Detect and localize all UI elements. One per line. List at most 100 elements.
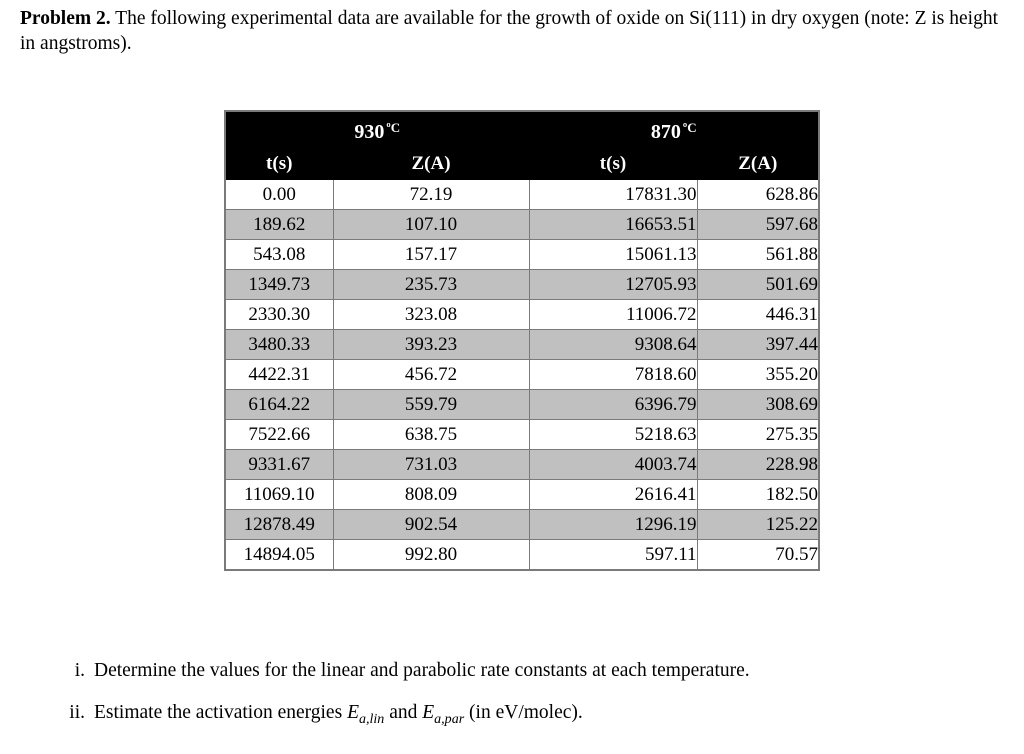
table-row: 3480.33 393.23 9308.64 397.44 (224, 328, 820, 360)
table-row: 0.00 72.19 17831.30 628.86 (224, 178, 820, 210)
cell-t-930: 4422.31 (224, 358, 334, 390)
cell-t-870: 11006.72 (528, 298, 698, 330)
table-row: 12878.49 902.54 1296.19 125.22 (224, 508, 820, 540)
cell-z-870: 275.35 (696, 418, 820, 450)
cell-t-930: 9331.67 (224, 448, 334, 480)
cell-t-870: 15061.13 (528, 238, 698, 270)
cell-t-930: 12878.49 (224, 508, 334, 540)
cell-t-870: 9308.64 (528, 328, 698, 360)
cell-z-930: 808.09 (332, 478, 530, 510)
cell-z-930: 393.23 (332, 328, 530, 360)
cell-z-870: 501.69 (696, 268, 820, 300)
cell-z-930: 456.72 (332, 358, 530, 390)
cell-z-930: 902.54 (332, 508, 530, 540)
math-symbol: Ea,par (422, 702, 464, 727)
column-header-t-870: t(s) (528, 147, 698, 180)
table-row: 9331.67 731.03 4003.74 228.98 (224, 448, 820, 480)
cell-z-870: 561.88 (696, 238, 820, 270)
table-row: 2330.30 323.08 11006.72 446.31 (224, 298, 820, 330)
problem-statement: Problem 2. The following experimental da… (20, 6, 1010, 56)
cell-z-870: 446.31 (696, 298, 820, 330)
cell-z-870: 182.50 (696, 478, 820, 510)
question-marker: ii. (69, 702, 85, 723)
data-table: 930 ºC 870 ºC t(s) Z(A) t(s) Z(A) 0.00 72.1… (224, 110, 820, 571)
cell-t-870: 16653.51 (528, 208, 698, 240)
question-item: ii. Estimate the activation energies Ea,l… (60, 700, 1020, 732)
cell-t-930: 6164.22 (224, 388, 334, 420)
problem-text: The following experimental data are avai… (20, 8, 999, 54)
cell-t-870: 2616.41 (528, 478, 698, 510)
math-symbol: Ea,lin (347, 702, 384, 727)
cell-t-930: 1349.73 (224, 268, 334, 300)
column-header-z-870: Z(A) (696, 147, 820, 180)
math-symbol-subscript: a,lin (358, 710, 385, 727)
cell-t-930: 189.62 (224, 208, 334, 240)
question-text-segment: Estimate the activation energies (94, 702, 348, 723)
temperature-value-930: 930 (354, 120, 385, 143)
cell-z-870: 308.69 (696, 388, 820, 420)
question-text-segment: (in eV/molec). (464, 702, 583, 723)
temperature-value-870: 870 (650, 120, 681, 143)
temperature-header-870: 870 ºC (528, 110, 820, 149)
cell-t-870: 4003.74 (528, 448, 698, 480)
cell-z-930: 235.73 (332, 268, 530, 300)
cell-t-930: 11069.10 (224, 478, 334, 510)
cell-z-930: 157.17 (332, 238, 530, 270)
cell-z-930: 992.80 (332, 538, 530, 571)
question-item: i. Determine the values for the linear an… (60, 658, 1020, 684)
cell-t-930: 2330.30 (224, 298, 334, 330)
table-row: 7522.66 638.75 5218.63 275.35 (224, 418, 820, 450)
question-text-segment: and (384, 702, 423, 723)
cell-z-930: 72.19 (332, 178, 530, 210)
table-row: 14894.05 992.80 597.11 70.57 (224, 538, 820, 571)
table-row: 1349.73 235.73 12705.93 501.69 (224, 268, 820, 300)
cell-z-870: 628.86 (696, 178, 820, 210)
cell-t-930: 0.00 (224, 178, 334, 210)
cell-z-930: 731.03 (332, 448, 530, 480)
math-symbol-base: E (422, 702, 435, 723)
math-symbol-subscript: a,par (434, 710, 465, 727)
column-header-t-930: t(s) (224, 147, 334, 180)
cell-z-870: 397.44 (696, 328, 820, 360)
cell-z-870: 70.57 (696, 538, 820, 571)
cell-t-870: 1296.19 (528, 508, 698, 540)
cell-z-870: 597.68 (696, 208, 820, 240)
cell-t-870: 5218.63 (528, 418, 698, 450)
question-marker: i. (74, 660, 85, 681)
cell-t-870: 597.11 (528, 538, 698, 571)
table-row: 11069.10 808.09 2616.41 182.50 (224, 478, 820, 510)
cell-t-930: 3480.33 (224, 328, 334, 360)
table-row: 543.08 157.17 15061.13 561.88 (224, 238, 820, 270)
table-column-header-row: t(s) Z(A) t(s) Z(A) (224, 147, 820, 180)
cell-t-870: 6396.79 (528, 388, 698, 420)
oxide-growth-data-table: 930 ºC 870 ºC t(s) Z(A) t(s) Z(A) 0.00 72.1… (224, 110, 820, 571)
question-text: Estimate the activation energies Ea,lin … (94, 700, 1020, 732)
table-body: 0.00 72.19 17831.30 628.86 189.62 107.10 16653… (224, 178, 820, 571)
problem-label: Problem 2. (20, 8, 111, 29)
temperature-header-930: 930 ºC (224, 110, 530, 149)
cell-t-870: 17831.30 (528, 178, 698, 210)
column-header-z-930: Z(A) (332, 147, 530, 180)
cell-z-930: 323.08 (332, 298, 530, 330)
degree-celsius-930: ºC (386, 120, 401, 135)
table-row: 4422.31 456.72 7818.60 355.20 (224, 358, 820, 390)
cell-t-930: 7522.66 (224, 418, 334, 450)
math-symbol-base: E (347, 702, 359, 723)
question-list: i. Determine the values for the linear an… (60, 658, 1020, 748)
cell-z-870: 125.22 (696, 508, 820, 540)
cell-z-930: 638.75 (332, 418, 530, 450)
cell-z-930: 107.10 (332, 208, 530, 240)
cell-z-930: 559.79 (332, 388, 530, 420)
cell-t-930: 543.08 (224, 238, 334, 270)
question-text: Determine the values for the linear and … (94, 658, 1020, 684)
question-text-segment: Determine the values for the linear and … (94, 660, 750, 681)
cell-t-930: 14894.05 (224, 538, 334, 571)
cell-z-870: 355.20 (696, 358, 820, 390)
cell-z-870: 228.98 (696, 448, 820, 480)
table-temperature-header-row: 930 ºC 870 ºC (224, 110, 820, 149)
degree-celsius-870: ºC (682, 120, 697, 135)
cell-t-870: 7818.60 (528, 358, 698, 390)
cell-t-870: 12705.93 (528, 268, 698, 300)
table-row: 6164.22 559.79 6396.79 308.69 (224, 388, 820, 420)
table-row: 189.62 107.10 16653.51 597.68 (224, 208, 820, 240)
